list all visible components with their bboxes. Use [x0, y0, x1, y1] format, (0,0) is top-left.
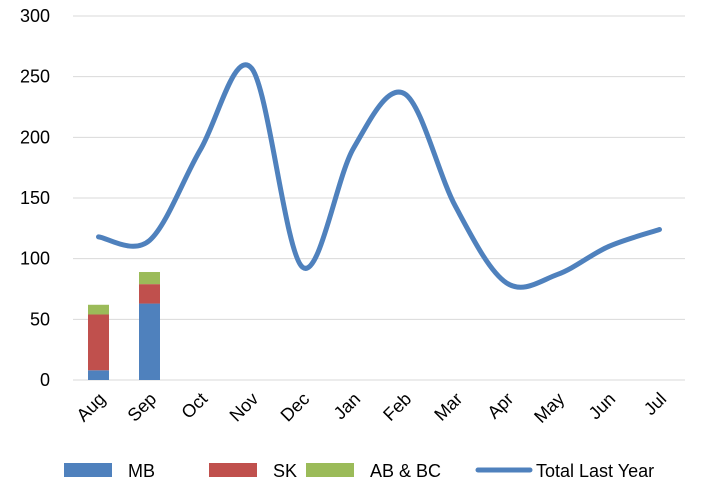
bar-mb-sep [139, 303, 160, 380]
line-total-last-year [96, 62, 662, 290]
x-tick-label-mar: Mar [430, 389, 466, 425]
legend: MB SK AB & BC Total Last Year [64, 461, 654, 481]
y-tick-label: 100 [20, 249, 50, 269]
x-tick-label-feb: Feb [379, 389, 415, 425]
x-tick-label-jan: Jan [330, 389, 365, 424]
x-axis: Aug Sep Oct Nov Dec Jan Feb Mar Apr May Jun Jul [73, 389, 671, 427]
y-tick-label: 300 [20, 6, 50, 26]
y-axis: 0 50 100 150 200 250 300 [20, 6, 50, 390]
x-tick-label-apr: Apr [483, 389, 517, 423]
x-tick-label-may: May [530, 389, 568, 427]
legend-label: MB [128, 461, 155, 481]
y-tick-label: 200 [20, 127, 50, 147]
x-tick-label-dec: Dec [277, 389, 314, 426]
bar-sk-sep [139, 284, 160, 304]
legend-swatch [209, 463, 257, 477]
x-tick-label-nov: Nov [226, 389, 263, 426]
legend-swatch [306, 463, 354, 477]
legend-label: AB & BC [370, 461, 441, 481]
x-tick-label-jun: Jun [585, 389, 620, 424]
bar-ab-bc-aug [88, 304, 109, 315]
y-tick-label: 50 [30, 309, 50, 329]
y-tick-label: 0 [40, 370, 50, 390]
bar-mb-aug [88, 370, 109, 380]
y-tick-label: 250 [20, 67, 50, 87]
grid-lines [73, 15, 685, 381]
x-tick-label-oct: Oct [177, 389, 211, 423]
bar-sk-aug [88, 314, 109, 371]
x-tick-label-sep: Sep [124, 389, 161, 426]
x-tick-label-jul: Jul [640, 389, 670, 419]
bar-ab-bc-sep [139, 272, 160, 285]
legend-label: Total Last Year [536, 461, 654, 481]
x-tick-label-aug: Aug [73, 389, 110, 426]
legend-label: SK [273, 461, 297, 481]
line-series [96, 62, 662, 290]
y-tick-label: 150 [20, 188, 50, 208]
legend-swatch [64, 463, 112, 477]
stacked-bars [88, 272, 160, 380]
